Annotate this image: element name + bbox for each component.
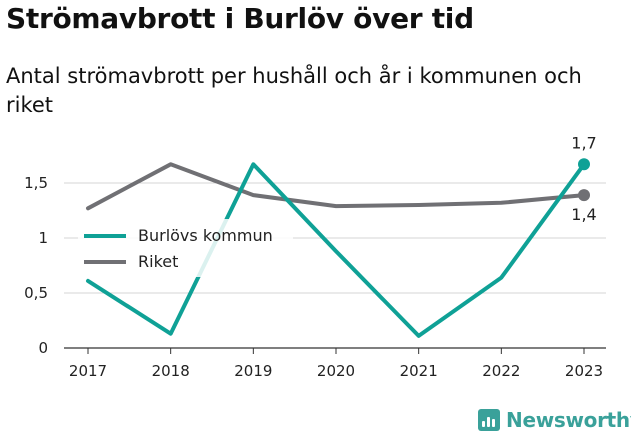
- y-tick-label: 1: [38, 229, 48, 247]
- end-point-riket: [578, 189, 590, 202]
- x-tick-label: 2019: [234, 362, 272, 380]
- bar-chart-icon: [478, 409, 500, 431]
- y-tick-label: 0,5: [24, 284, 48, 302]
- x-tick-label: 2017: [69, 362, 107, 380]
- x-tick-label: 2018: [152, 362, 190, 380]
- x-tick-label: 2021: [400, 362, 438, 380]
- brand-name: Newsworthy: [506, 408, 631, 432]
- end-value-label: 1,7: [571, 133, 596, 152]
- series-line-riket: [86, 162, 586, 211]
- x-tick-label: 2023: [565, 362, 603, 380]
- end-value-label: 1,4: [571, 205, 596, 224]
- series-line-burlov: [86, 162, 586, 338]
- end-point-burlov: [578, 158, 590, 171]
- newsworthy-logo[interactable]: Newsworthy: [478, 408, 631, 432]
- x-tick-label: 2020: [317, 362, 355, 380]
- chart-title: Strömavbrott i Burlöv över tid: [6, 2, 474, 35]
- chart-subtitle: Antal strömavbrott per hushåll och år i …: [6, 64, 582, 117]
- legend-label: Riket: [138, 252, 178, 271]
- legend-background: [78, 219, 293, 277]
- x-tick-label: 2022: [482, 362, 520, 380]
- y-tick-label: 1,5: [24, 174, 48, 192]
- legend-label: Burlövs kommun: [138, 226, 273, 245]
- y-tick-label: 0: [38, 339, 48, 357]
